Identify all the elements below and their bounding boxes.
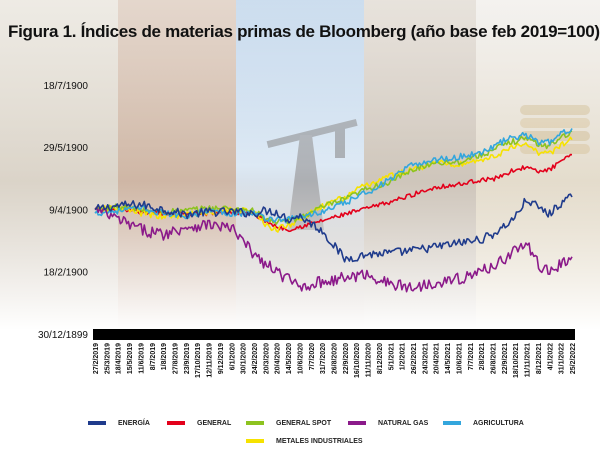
- x-tick-label: 18/10/2021: [513, 343, 520, 378]
- x-tick-label: 10/6/2020: [297, 343, 304, 374]
- y-tick-label: 30/12/1899: [38, 330, 88, 341]
- y-tick-label: 29/5/1900: [44, 143, 89, 154]
- x-tick-label: 20/4/2021: [434, 343, 441, 374]
- legend-swatch: [246, 439, 264, 443]
- x-tick-label: 1/2/2021: [400, 343, 407, 370]
- x-tick-label: 14/5/2021: [445, 343, 452, 374]
- x-tick-label: 2/8/2021: [479, 343, 486, 370]
- x-tick-label: 26/2/2021: [411, 343, 418, 374]
- x-tick-label: 9/12/2019: [218, 343, 225, 374]
- x-tick-label: 22/9/2021: [502, 343, 509, 374]
- legend-swatch: [167, 421, 185, 425]
- legend-label: AGRICULTURA: [473, 419, 524, 427]
- x-tick-label: 22/9/2020: [343, 343, 350, 374]
- chart-title: Figura 1. Índices de materias primas de …: [8, 22, 600, 41]
- x-tick-label: 6/1/2020: [229, 343, 236, 370]
- legend-swatch: [443, 421, 461, 425]
- series-line-general: [94, 153, 573, 233]
- x-tick-label: 23/9/2019: [184, 343, 191, 374]
- x-tick-label: 12/11/2019: [207, 343, 214, 378]
- legend-item: AGRICULTURA: [443, 416, 524, 430]
- legend-label: ENERGÍA: [118, 419, 150, 427]
- legend-row: METALES INDUSTRIALES: [0, 434, 600, 448]
- legend-label: GENERAL SPOT: [276, 419, 332, 427]
- x-tick-label: 20/4/2020: [275, 343, 282, 374]
- x-tick-label: 7/7/2020: [309, 343, 316, 370]
- legend-swatch: [348, 421, 366, 425]
- y-axis: 18/7/1900 29/5/1900 9/4/1900 18/2/1900 30/12…: [38, 81, 88, 341]
- y-tick-label: 18/2/1900: [44, 268, 89, 279]
- x-tick-label: 10/6/2021: [456, 343, 463, 374]
- series-lines: [94, 128, 573, 293]
- x-tick-label: 11/11/2020: [366, 343, 373, 377]
- legend-swatch: [246, 421, 264, 425]
- x-tick-label: 1/8/2019: [161, 343, 168, 370]
- x-tick-label: 14/5/2020: [286, 343, 293, 374]
- series-line-energía: [94, 193, 573, 263]
- legend-item: METALES INDUSTRIALES: [246, 434, 363, 448]
- x-tick-label: 24/3/2021: [422, 343, 429, 374]
- x-tick-label: 17/10/2019: [195, 343, 202, 378]
- x-tick-label: 27/2/2019: [93, 343, 100, 374]
- x-tick-label: 11/11/2021: [525, 343, 532, 377]
- x-tick-label: 8/7/2019: [150, 343, 157, 370]
- y-tick-label: 18/7/1900: [44, 81, 89, 92]
- x-tick-label: 24/2/2020: [252, 343, 259, 374]
- legend-label: GENERAL: [197, 419, 232, 427]
- legend-item: NATURAL GAS: [348, 416, 428, 430]
- legend-item: GENERAL: [167, 416, 231, 430]
- y-tick-label: 9/4/1900: [49, 205, 88, 216]
- x-tick-label: 26/8/2021: [491, 343, 498, 374]
- x-tick-label: 25/2/2022: [570, 343, 577, 374]
- legend-label: NATURAL GAS: [378, 419, 429, 427]
- legend-swatch: [88, 421, 106, 425]
- x-tick-label: 8/12/2021: [536, 343, 543, 374]
- x-tick-label: 16/10/2020: [354, 343, 361, 378]
- x-tick-label: 26/8/2020: [332, 343, 339, 374]
- x-tick-label: 5/1/2021: [388, 343, 395, 370]
- x-tick-label: 27/8/2019: [173, 343, 180, 374]
- x-tick-label: 11/6/2019: [138, 343, 145, 374]
- x-tick-label: 7/7/2021: [468, 343, 475, 370]
- x-tick-label: 31/1/2022: [559, 343, 566, 374]
- x-tick-label: 18/4/2019: [116, 343, 123, 374]
- series-line-general-spot: [94, 130, 573, 225]
- x-tick-label: 25/3/2019: [104, 343, 111, 374]
- x-tick-label: 15/5/2019: [127, 343, 134, 374]
- x-tick-label: 8/12/2020: [377, 343, 384, 374]
- legend-row: ENERGÍA GENERAL GENERAL SPOT NATURAL GAS AGR…: [0, 416, 600, 430]
- x-tick-label: 20/3/2020: [263, 343, 270, 374]
- series-line-natural-gas: [94, 206, 573, 293]
- legend-item: ENERGÍA: [88, 416, 150, 430]
- legend-label: METALES INDUSTRIALES: [276, 437, 363, 445]
- x-tick-label: 30/1/2020: [241, 343, 248, 374]
- legend-item: GENERAL SPOT: [246, 416, 331, 430]
- x-tick-label: 31/7/2020: [320, 343, 327, 374]
- x-tick-label: 4/1/2022: [547, 343, 554, 370]
- x-axis-bar: [93, 329, 575, 340]
- x-axis: 27/2/2019 25/3/2019 18/4/2019 15/5/2019 11/6…: [93, 343, 577, 378]
